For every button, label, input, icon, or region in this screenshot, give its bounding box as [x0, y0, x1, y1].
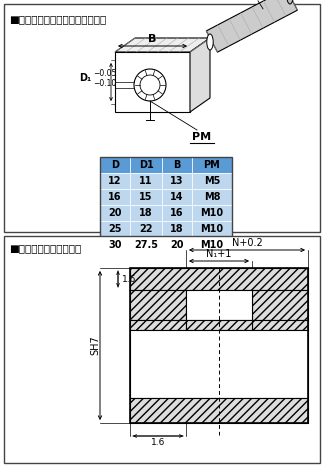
Circle shape [134, 69, 166, 101]
Bar [130, 157, 162, 173]
Text: B: B [173, 160, 181, 170]
Bar [192, 157, 232, 173]
Bar [4, 4, 320, 232]
Bar [4, 236, 320, 463]
Bar [100, 189, 130, 205]
Bar [100, 205, 130, 221]
Polygon shape [190, 38, 210, 112]
Bar [130, 205, 162, 221]
Text: 1.6: 1.6 [122, 275, 136, 283]
Text: PM: PM [203, 160, 220, 170]
Text: ■十字槽尺寸（参考值）: ■十字槽尺寸（参考值） [9, 243, 81, 253]
Bar [192, 173, 232, 189]
Bar [162, 221, 192, 237]
Bar [100, 173, 130, 189]
Text: M8: M8 [204, 192, 220, 202]
Bar [192, 237, 232, 253]
Text: −0.05: −0.05 [93, 70, 116, 78]
Text: 30: 30 [108, 240, 122, 250]
Text: M10: M10 [201, 240, 224, 250]
Circle shape [140, 75, 160, 95]
Text: D₁: D₁ [79, 73, 91, 83]
Ellipse shape [207, 34, 213, 50]
Text: 12: 12 [108, 176, 122, 186]
Bar [186, 320, 252, 330]
Bar [162, 189, 192, 205]
Text: M10: M10 [201, 208, 224, 218]
Bar [100, 237, 130, 253]
Bar [162, 157, 192, 173]
Bar [130, 398, 308, 423]
Polygon shape [206, 0, 297, 52]
Bar [162, 237, 192, 253]
Bar [252, 320, 308, 330]
Text: 22: 22 [139, 224, 153, 234]
Bar [100, 157, 232, 253]
Text: 13: 13 [170, 176, 184, 186]
Text: M10: M10 [201, 224, 224, 234]
Text: N₁+1: N₁+1 [206, 249, 232, 259]
Text: 1.6: 1.6 [151, 438, 165, 447]
Bar [130, 268, 308, 423]
Bar [252, 290, 308, 320]
Text: D: D [111, 160, 119, 170]
Bar [130, 290, 186, 320]
Bar [115, 52, 190, 112]
Text: 25: 25 [108, 224, 122, 234]
Text: B: B [148, 34, 157, 44]
Bar [162, 173, 192, 189]
Bar [130, 237, 162, 253]
Text: SH7: SH7 [90, 336, 100, 355]
Text: N+0.2: N+0.2 [232, 238, 262, 248]
Bar [130, 189, 162, 205]
Text: 16: 16 [108, 192, 122, 202]
Text: PM: PM [192, 132, 212, 142]
Bar [192, 205, 232, 221]
Text: 15: 15 [139, 192, 153, 202]
Bar [130, 173, 162, 189]
Text: 11: 11 [139, 176, 153, 186]
Bar [162, 205, 192, 221]
Text: 20: 20 [170, 240, 184, 250]
Text: 20: 20 [108, 208, 122, 218]
Bar [192, 221, 232, 237]
Bar [100, 157, 130, 173]
Text: 16: 16 [170, 208, 184, 218]
Ellipse shape [287, 0, 293, 4]
Bar [130, 268, 308, 290]
Text: ■适用斜导杆：安装尺寸参考范例: ■适用斜导杆：安装尺寸参考范例 [9, 14, 106, 24]
Text: 14: 14 [170, 192, 184, 202]
Bar [192, 189, 232, 205]
Bar [130, 320, 186, 330]
Bar [100, 221, 130, 237]
Bar [130, 221, 162, 237]
Text: D1: D1 [139, 160, 153, 170]
Bar [186, 290, 252, 320]
Text: M5: M5 [204, 176, 220, 186]
Polygon shape [115, 38, 210, 52]
Text: 27.5: 27.5 [134, 240, 158, 250]
Text: 18: 18 [139, 208, 153, 218]
Text: 18: 18 [170, 224, 184, 234]
Bar [130, 330, 308, 398]
Text: −0.10: −0.10 [93, 79, 116, 89]
